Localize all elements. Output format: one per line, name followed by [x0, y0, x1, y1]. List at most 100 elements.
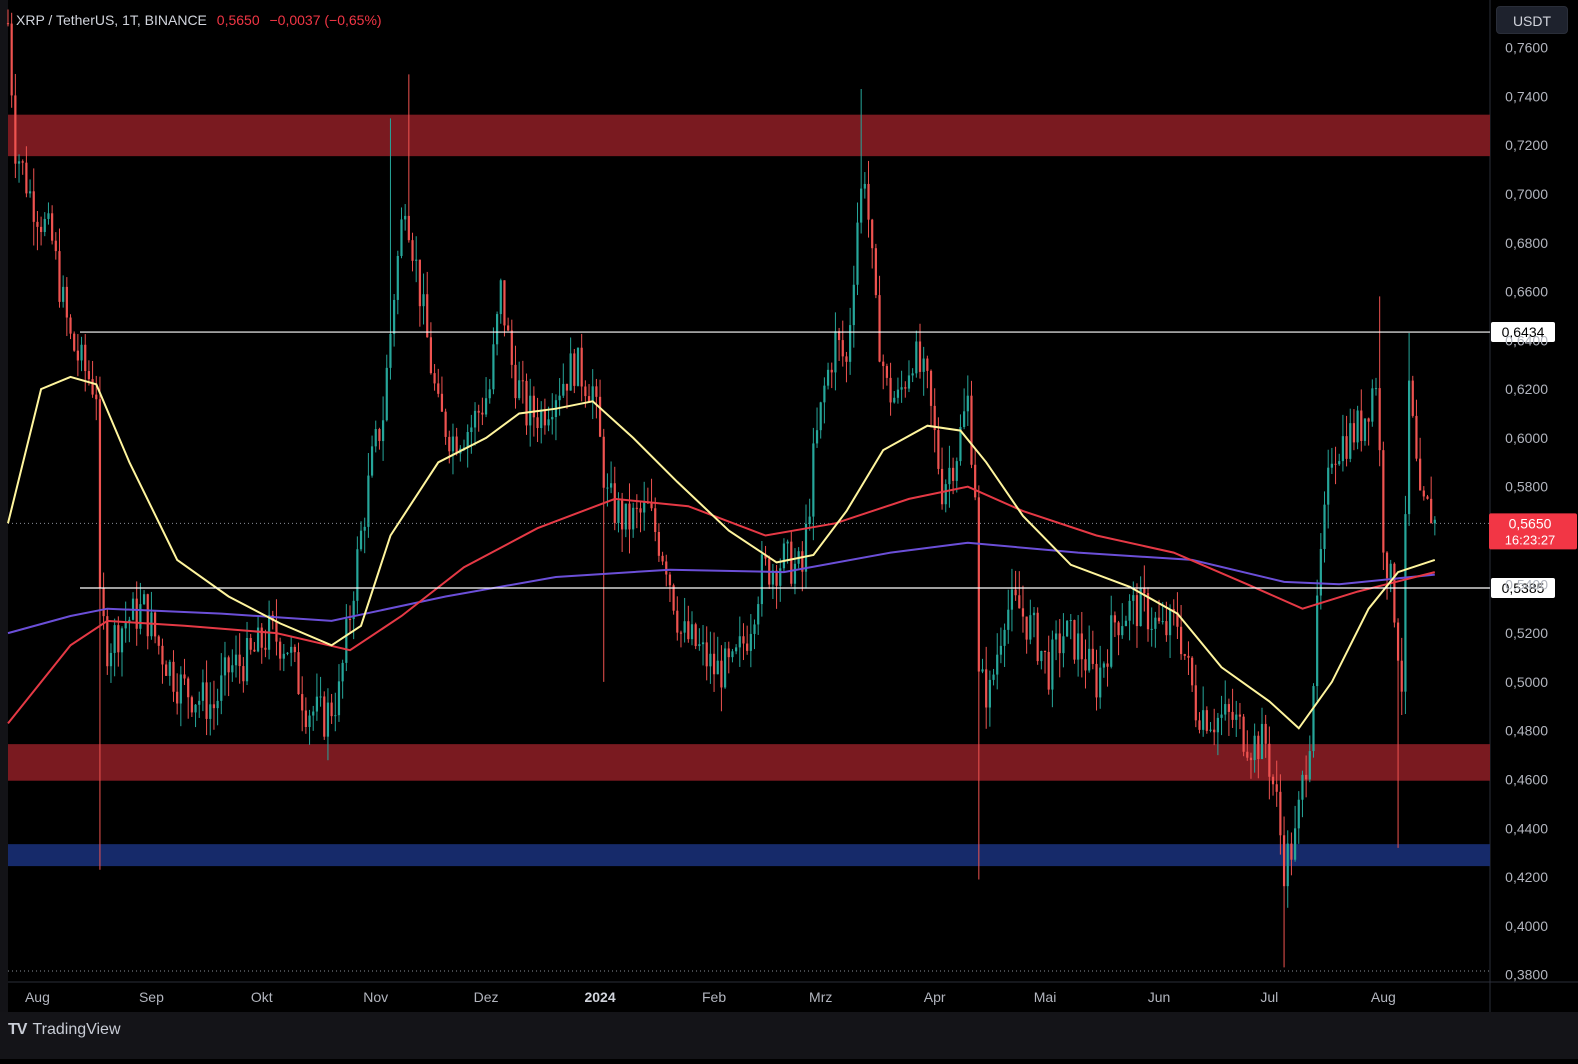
candle-body: [580, 347, 583, 387]
candle-body: [481, 412, 484, 415]
candle: [400, 207, 403, 259]
candle-body: [1113, 615, 1117, 623]
candle-body: [731, 651, 734, 658]
candle-body: [198, 700, 201, 705]
candle: [359, 521, 363, 552]
candle-body: [1179, 626, 1183, 655]
candle-body: [271, 615, 274, 622]
candle: [1080, 611, 1083, 678]
candle: [676, 596, 679, 641]
candle: [712, 632, 716, 692]
candle-body: [907, 375, 911, 389]
candle-body: [1183, 654, 1186, 656]
candle: [723, 642, 727, 689]
candle: [510, 319, 513, 379]
candle-body: [220, 675, 223, 701]
candle: [679, 630, 683, 648]
candle-body: [782, 543, 786, 569]
candle-body: [1032, 612, 1036, 616]
candle-body: [918, 341, 922, 372]
candle: [1282, 816, 1286, 968]
candle-body: [32, 191, 35, 222]
candle: [17, 154, 21, 183]
candle: [1077, 615, 1080, 677]
candle: [944, 479, 947, 513]
candle: [201, 669, 205, 712]
candle-body: [1327, 467, 1330, 505]
candle: [576, 347, 580, 387]
candle: [1385, 551, 1389, 600]
candle: [503, 280, 506, 337]
candle-body: [80, 344, 83, 361]
candle-body: [576, 347, 580, 386]
candle-body: [521, 380, 524, 382]
candle: [1216, 712, 1219, 756]
candle-body: [753, 624, 756, 634]
candle-body: [690, 624, 694, 640]
candle: [746, 625, 749, 655]
candle: [624, 503, 627, 538]
candle: [1319, 533, 1322, 610]
candle-body: [1194, 685, 1197, 721]
candle: [580, 333, 583, 402]
candle-body: [1054, 633, 1058, 640]
candle-body: [187, 678, 190, 698]
candle-body: [315, 696, 319, 712]
candle: [1051, 630, 1054, 708]
candle-body: [551, 417, 554, 420]
candle-body: [1385, 552, 1389, 579]
candle-body: [1407, 380, 1411, 515]
candle: [102, 572, 105, 630]
candle-body: [543, 409, 547, 426]
x-tick-label: Nov: [363, 989, 388, 1005]
currency-button[interactable]: USDT: [1496, 6, 1568, 34]
candle-body: [73, 333, 76, 351]
candle: [654, 497, 657, 542]
candle: [801, 541, 804, 592]
candle: [227, 655, 230, 697]
candle: [521, 360, 524, 404]
candle-body: [683, 621, 686, 633]
candle-body: [966, 395, 969, 412]
candle: [999, 627, 1003, 664]
candle: [1231, 688, 1234, 728]
candle: [907, 360, 911, 393]
candle: [687, 605, 690, 643]
candle-body: [1121, 626, 1124, 636]
y-tick-label: 0,4600: [1505, 772, 1548, 788]
candle-body: [176, 691, 179, 704]
candle-body: [540, 409, 543, 429]
candle-body: [1043, 650, 1047, 652]
candle-body: [948, 467, 951, 485]
candle: [142, 590, 146, 606]
candle: [1330, 447, 1333, 475]
candle-body: [359, 530, 363, 550]
candle: [1382, 441, 1385, 571]
candle: [628, 483, 631, 554]
candle-body: [518, 380, 521, 399]
y-tick-label: 0,7200: [1505, 137, 1548, 153]
candle-body: [249, 638, 252, 650]
candle-body: [643, 502, 646, 513]
candle: [974, 447, 977, 501]
candle: [234, 635, 238, 678]
candle-body: [804, 523, 808, 572]
candle-body: [1209, 729, 1212, 731]
candle: [609, 461, 613, 494]
candle-body: [1036, 612, 1039, 662]
candle-body: [484, 398, 488, 415]
candle-body: [385, 367, 388, 421]
candle: [135, 581, 138, 646]
tradingview-branding[interactable]: TV TradingView: [8, 1021, 121, 1039]
candle-body: [882, 361, 885, 367]
candle: [286, 652, 289, 656]
candle-body: [694, 624, 697, 647]
candle-body: [455, 436, 458, 454]
candle-body: [43, 218, 46, 233]
candle: [1257, 731, 1260, 779]
candle: [337, 664, 341, 722]
candle: [433, 364, 436, 391]
candle: [10, 12, 13, 108]
